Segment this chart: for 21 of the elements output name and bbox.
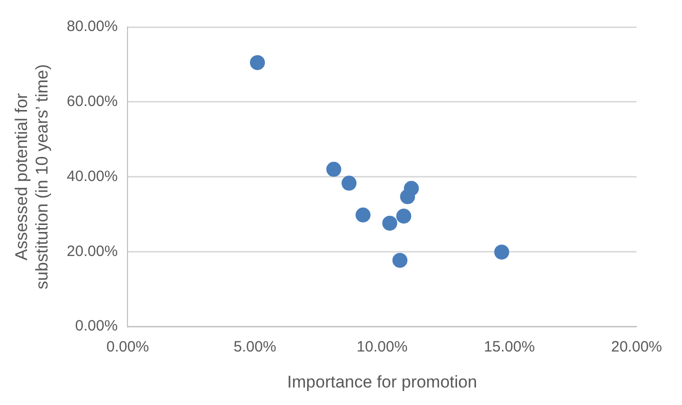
x-tick-label: 15.00% (484, 338, 535, 356)
x-tick-label: 20.00% (611, 338, 662, 356)
y-tick-label: 20.00% (66, 242, 118, 260)
point (250, 55, 265, 70)
y-axis-title: Assessed potential for substitution (in 10 years’ time) (12, 64, 52, 290)
point (494, 244, 510, 260)
point (382, 216, 398, 231)
y-tick-label: 60.00% (66, 93, 118, 110)
y-tick-label: 0.00% (75, 318, 118, 335)
x-axis-title: Importance for promotion (287, 372, 478, 392)
x-tick-label: 10.00% (356, 338, 408, 356)
y-tick-label: 80.00% (66, 18, 118, 36)
x-tick-label: 5.00% (234, 338, 276, 356)
point (326, 162, 342, 177)
point (356, 208, 371, 222)
y-tick-label: 40.00% (66, 168, 118, 185)
point (392, 252, 408, 268)
point (342, 176, 357, 191)
point (400, 189, 416, 204)
point (396, 208, 412, 224)
x-tick-label: 0.00% (106, 338, 149, 356)
